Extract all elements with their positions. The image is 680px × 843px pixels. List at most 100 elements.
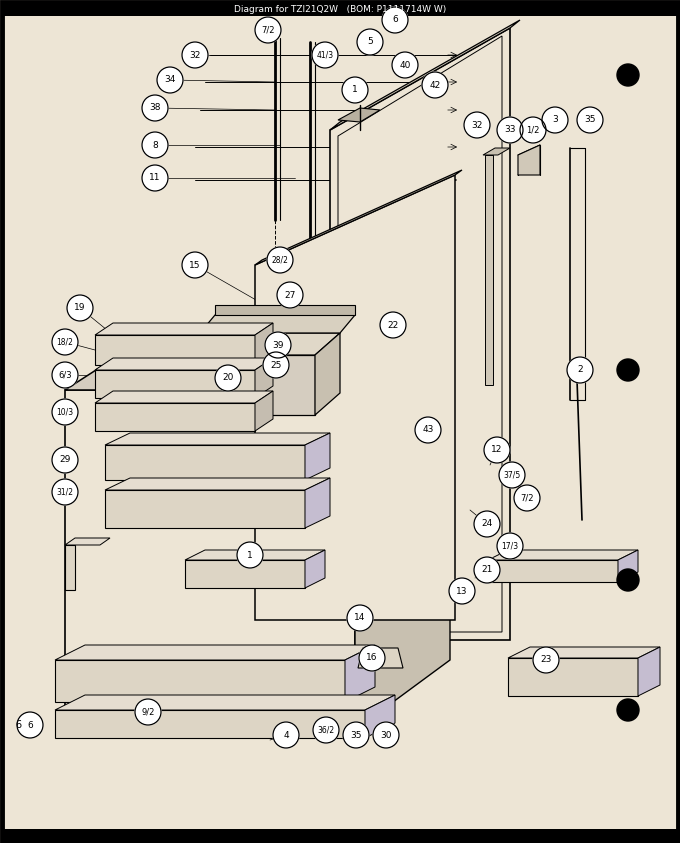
- Text: 30: 30: [380, 731, 392, 739]
- Text: 6: 6: [15, 720, 21, 730]
- Text: 34: 34: [165, 76, 175, 84]
- Circle shape: [497, 533, 523, 559]
- Polygon shape: [305, 550, 325, 588]
- Bar: [2, 829, 678, 841]
- Text: 7/2: 7/2: [261, 25, 275, 35]
- Text: 20: 20: [222, 373, 234, 383]
- Circle shape: [265, 332, 291, 358]
- Text: 11: 11: [149, 174, 160, 182]
- Circle shape: [449, 578, 475, 604]
- Circle shape: [312, 42, 338, 68]
- Polygon shape: [255, 175, 455, 620]
- Text: 2: 2: [577, 366, 583, 374]
- Polygon shape: [55, 645, 375, 660]
- Text: 31/2: 31/2: [56, 487, 73, 497]
- Text: 12: 12: [492, 445, 503, 454]
- Text: 1/2: 1/2: [526, 126, 540, 135]
- Polygon shape: [355, 330, 450, 730]
- Circle shape: [342, 77, 368, 103]
- Text: 3: 3: [552, 115, 558, 125]
- Text: 37/5: 37/5: [503, 470, 521, 480]
- Text: 14: 14: [354, 614, 366, 622]
- Circle shape: [52, 399, 78, 425]
- Circle shape: [392, 52, 418, 78]
- Circle shape: [542, 107, 568, 133]
- Circle shape: [255, 17, 281, 43]
- Circle shape: [617, 569, 639, 591]
- Circle shape: [497, 117, 523, 143]
- Circle shape: [267, 247, 293, 273]
- Polygon shape: [488, 560, 618, 582]
- Polygon shape: [95, 370, 255, 398]
- Circle shape: [359, 645, 385, 671]
- Text: 36/2: 36/2: [318, 726, 335, 734]
- Polygon shape: [255, 170, 462, 265]
- Text: 4: 4: [283, 731, 289, 739]
- Circle shape: [357, 29, 383, 55]
- Polygon shape: [95, 323, 273, 335]
- Text: 33: 33: [505, 126, 515, 135]
- Polygon shape: [315, 333, 340, 415]
- Text: 1: 1: [247, 550, 253, 560]
- Text: 38: 38: [149, 104, 160, 112]
- Circle shape: [182, 252, 208, 278]
- Polygon shape: [95, 335, 255, 365]
- Text: 6: 6: [27, 721, 33, 729]
- Polygon shape: [638, 647, 660, 696]
- Polygon shape: [55, 695, 395, 710]
- Polygon shape: [508, 658, 638, 696]
- Polygon shape: [508, 647, 660, 658]
- Circle shape: [617, 699, 639, 721]
- Polygon shape: [105, 478, 330, 490]
- Text: 42: 42: [429, 80, 441, 89]
- Circle shape: [617, 64, 639, 86]
- Text: 32: 32: [189, 51, 201, 60]
- Polygon shape: [105, 445, 305, 480]
- Text: 22: 22: [388, 320, 398, 330]
- Text: 17/3: 17/3: [501, 541, 519, 550]
- Bar: [485, 155, 493, 385]
- Text: 35: 35: [350, 731, 362, 739]
- Circle shape: [52, 329, 78, 355]
- Circle shape: [567, 357, 593, 383]
- Text: 29: 29: [59, 455, 71, 464]
- Circle shape: [142, 132, 168, 158]
- Circle shape: [373, 722, 399, 748]
- Polygon shape: [358, 648, 403, 668]
- Polygon shape: [365, 695, 395, 738]
- Polygon shape: [518, 145, 540, 175]
- Text: 19: 19: [74, 303, 86, 313]
- Circle shape: [313, 717, 339, 743]
- Polygon shape: [305, 478, 330, 528]
- Polygon shape: [255, 323, 273, 365]
- Polygon shape: [185, 550, 325, 560]
- Circle shape: [277, 282, 303, 308]
- Polygon shape: [105, 490, 305, 528]
- Polygon shape: [95, 391, 273, 403]
- Polygon shape: [255, 391, 273, 431]
- Polygon shape: [95, 358, 273, 370]
- Polygon shape: [175, 333, 340, 355]
- Text: 1: 1: [352, 85, 358, 94]
- Polygon shape: [345, 645, 375, 702]
- Text: 10/3: 10/3: [56, 407, 73, 416]
- Circle shape: [422, 72, 448, 98]
- Circle shape: [577, 107, 603, 133]
- Polygon shape: [65, 538, 110, 545]
- Text: 35: 35: [584, 115, 596, 125]
- Text: 15: 15: [189, 260, 201, 270]
- Circle shape: [17, 712, 43, 738]
- Text: 41/3: 41/3: [316, 51, 334, 60]
- Text: 13: 13: [456, 587, 468, 595]
- Circle shape: [484, 437, 510, 463]
- Circle shape: [52, 362, 78, 388]
- Circle shape: [464, 112, 490, 138]
- Circle shape: [533, 647, 559, 673]
- Polygon shape: [338, 108, 380, 122]
- Circle shape: [514, 485, 540, 511]
- Polygon shape: [65, 545, 75, 590]
- Circle shape: [617, 359, 639, 381]
- Polygon shape: [483, 148, 510, 155]
- Circle shape: [474, 557, 500, 583]
- Text: 9/2: 9/2: [141, 707, 154, 717]
